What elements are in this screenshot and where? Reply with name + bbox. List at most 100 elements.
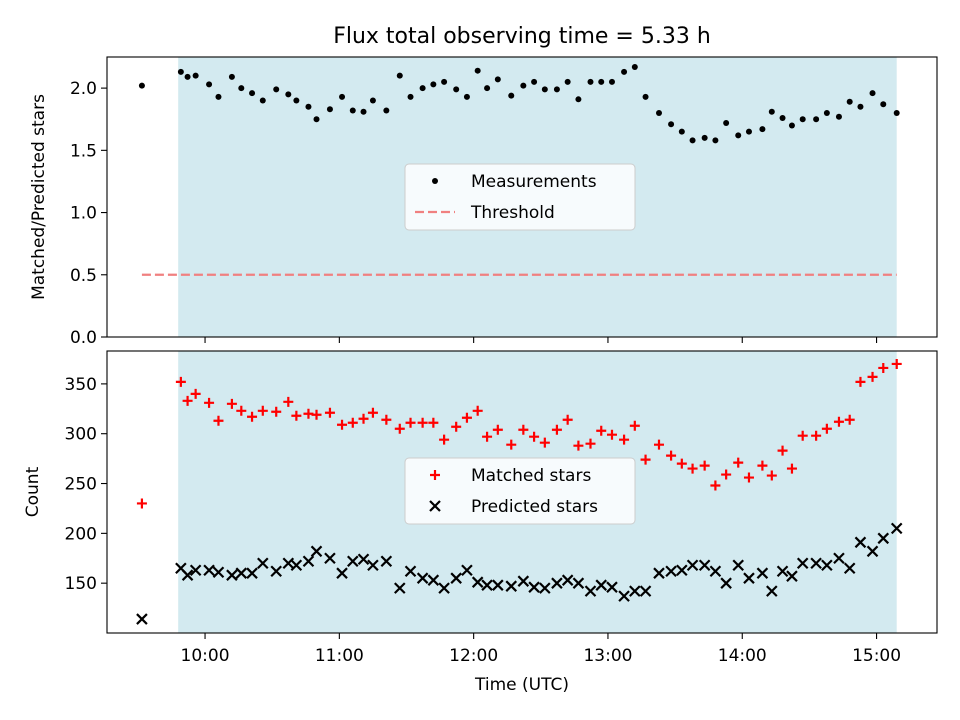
- bottom-series-0-point: [247, 411, 258, 422]
- bottom-series-0-point: [417, 417, 428, 428]
- bottom-series-0-point: [699, 460, 710, 471]
- bottom-series-0-point: [324, 407, 335, 418]
- bottom-series-1-point: [639, 585, 652, 597]
- bottom-series-0-point: [182, 395, 193, 406]
- top-series-0-point: [494, 76, 501, 83]
- bottom-series-0-point: [213, 415, 224, 426]
- bottom-series-0-point: [204, 397, 215, 408]
- bottom-series-0-point: [358, 413, 369, 424]
- top-legend-marker-swatch: [432, 178, 438, 184]
- bottom-series-1-point: [786, 570, 798, 582]
- bottom-series-1-point: [720, 577, 732, 589]
- bottom-series-1-point: [181, 569, 194, 581]
- bottom-series-0-point: [891, 358, 902, 369]
- top-series-0-point: [396, 72, 403, 79]
- bottom-series-1-point: [606, 581, 618, 593]
- top-series-0-point: [520, 82, 527, 89]
- top-panel: 0.0 0.5 1.0 1.5 2.0 Measurements Threshold: [70, 56, 938, 348]
- bottom-series-1-point: [665, 565, 677, 577]
- top-series-0-point: [631, 63, 638, 70]
- top-series-0-point: [880, 101, 887, 108]
- top-y-axis-label: Matched/Predicted stars: [29, 94, 49, 300]
- bottom-plot-frame: [106, 350, 938, 634]
- bottom-legend-label: Predicted stars: [471, 497, 598, 517]
- bottom-series-1-point: [367, 559, 379, 572]
- bottom-series-1-point: [282, 557, 295, 570]
- bottom-series-0-point: [257, 405, 268, 416]
- bottom-series-1-point: [302, 555, 315, 568]
- bottom-series-0-point: [585, 438, 596, 449]
- top-series-0-point: [508, 92, 515, 99]
- bottom-series-1-point: [676, 564, 688, 577]
- bottom-series-1-point: [517, 575, 530, 587]
- top-series-0-point: [621, 68, 628, 75]
- bottom-series-1-point: [481, 579, 493, 591]
- bottom-series-0-point: [721, 469, 732, 480]
- bottom-series-1-point: [833, 552, 845, 565]
- bottom-series-0-point: [482, 431, 493, 442]
- bottom-series-0-point: [766, 470, 777, 481]
- bottom-x-tick-label: 13:00: [583, 646, 632, 666]
- top-series-0-point: [463, 93, 470, 100]
- bottom-series-0-point: [381, 414, 392, 425]
- bottom-legend-marker-swatch: [429, 500, 441, 512]
- bottom-series-0-point: [451, 421, 462, 432]
- bottom-series-0-point: [743, 472, 754, 483]
- top-series-0-point: [430, 81, 437, 88]
- bottom-series-0-point: [394, 423, 405, 434]
- bottom-y-tick-label: 350: [65, 375, 97, 395]
- top-series-0-point: [813, 116, 820, 123]
- bottom-y-tick-label: 300: [65, 425, 97, 445]
- bottom-series-1-point: [427, 574, 440, 586]
- top-series-0-point: [857, 103, 864, 110]
- bottom-series-0-point: [596, 425, 607, 436]
- top-series-0-point: [293, 97, 300, 104]
- bottom-series-0-point: [786, 463, 797, 474]
- bottom-series-1-point: [324, 552, 336, 565]
- bottom-series-0-point: [867, 371, 878, 382]
- bottom-series-0-point: [291, 410, 302, 421]
- bottom-series-1-point: [776, 565, 789, 577]
- bottom-series-1-point: [629, 585, 641, 597]
- top-series-0-point: [541, 86, 548, 93]
- top-series-0-point: [575, 96, 582, 103]
- bottom-series-1-point: [653, 567, 665, 579]
- bottom-series-1-point: [810, 557, 822, 570]
- bottom-series-0-point: [733, 457, 744, 468]
- bottom-series-0-point: [529, 431, 540, 442]
- top-series-0-point: [285, 91, 292, 98]
- bottom-series-1-point: [235, 567, 248, 579]
- bottom-series-1-point: [756, 567, 769, 579]
- bottom-series-0-point: [777, 445, 788, 456]
- top-series-0-point: [484, 85, 491, 92]
- bottom-series-0-point: [629, 420, 640, 431]
- bottom-series-1-point: [404, 565, 417, 577]
- bottom-series-1-point: [709, 565, 722, 577]
- bottom-legend-box: [404, 457, 636, 525]
- bottom-x-tick-label: 10:00: [181, 646, 230, 666]
- top-series-0-point: [564, 78, 571, 85]
- bottom-series-1-point: [854, 536, 867, 549]
- top-series-0-point: [339, 93, 346, 100]
- bottom-series-0-point: [472, 405, 483, 416]
- bottom-series-0-point: [640, 454, 651, 465]
- bottom-legend-label: Matched stars: [471, 466, 591, 486]
- bottom-series-0-point: [619, 434, 630, 445]
- top-series-0-point: [723, 119, 730, 126]
- top-series-0-point: [668, 121, 675, 128]
- chart-title: Flux total observing time = 5.33 h: [333, 24, 711, 49]
- bottom-series-1-point: [821, 559, 833, 572]
- bottom-series-1-point: [743, 572, 755, 584]
- top-series-0-point: [177, 68, 184, 75]
- bottom-series-1-point: [461, 564, 473, 577]
- top-series-0-point: [192, 72, 199, 79]
- bottom-series-1-point: [290, 559, 303, 572]
- bottom-x-tick-label: 15:00: [852, 646, 901, 666]
- top-series-0-point: [305, 103, 312, 110]
- bottom-series-0-point: [190, 388, 201, 399]
- top-series-0-point: [779, 114, 786, 121]
- top-series-0-point: [360, 108, 367, 115]
- bottom-series-1-point: [595, 579, 608, 591]
- bottom-x-tick-label: 12:00: [449, 646, 498, 666]
